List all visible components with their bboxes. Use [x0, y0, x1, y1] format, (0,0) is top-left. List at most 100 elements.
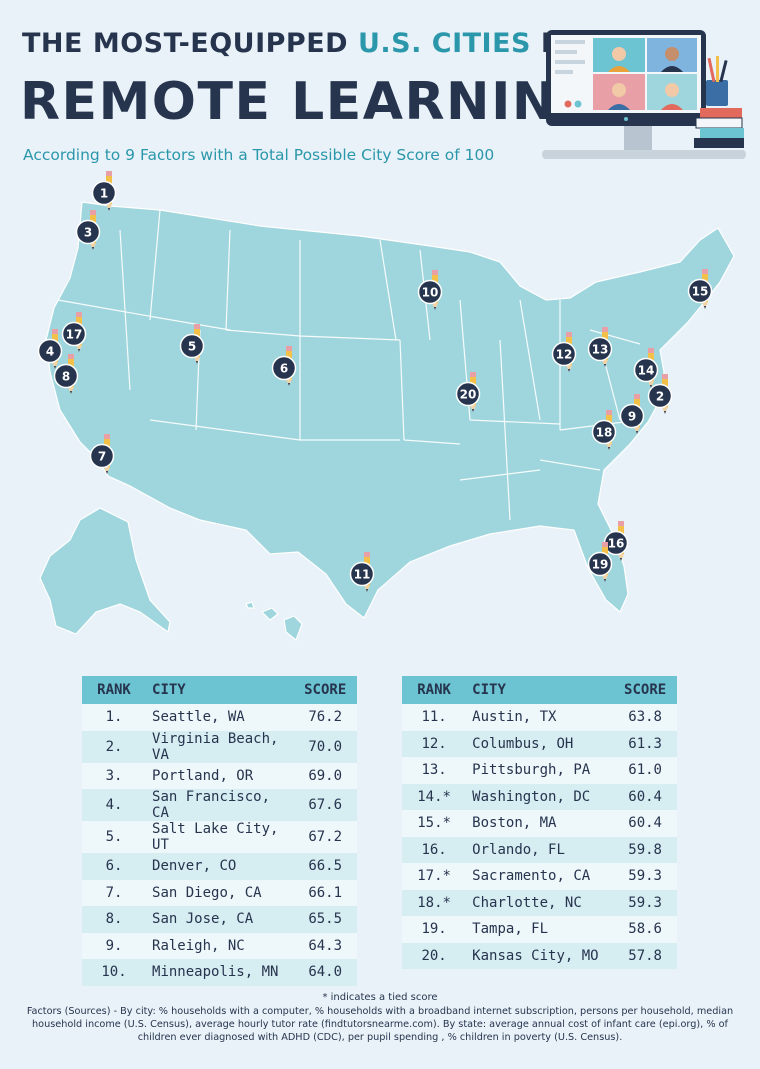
city-pin-1: 1 [91, 171, 117, 211]
table-row: 5. Salt Lake City, UT 67.2 [82, 821, 357, 853]
score-cell: 76.2 [293, 704, 357, 731]
city-pin-13: 13 [587, 327, 613, 367]
pin-label: 14 [638, 364, 655, 378]
rank-cell: 13. [402, 757, 467, 784]
header-rank: RANK [402, 676, 467, 704]
rank-cell: 4. [82, 789, 147, 821]
rank-cell: 19. [402, 916, 467, 943]
pin-badge [587, 551, 613, 577]
table-row: 9. Raleigh, NC 64.3 [82, 932, 357, 959]
score-cell: 58.6 [613, 916, 677, 943]
score-cell: 61.0 [613, 757, 677, 784]
city-cell: Orlando, FL [466, 836, 614, 863]
city-pin-11: 11 [349, 552, 375, 592]
score-cell: 64.0 [293, 959, 357, 986]
pin-label: 1 [100, 187, 108, 201]
score-cell: 67.2 [293, 821, 357, 853]
rank-cell: 8. [82, 906, 147, 933]
score-cell: 70.0 [293, 730, 357, 763]
pin-badge [349, 561, 375, 587]
pin-badge [37, 338, 63, 364]
city-cell: Charlotte, NC [466, 889, 614, 916]
city-pin-3: 3 [75, 210, 101, 250]
sources-footnote: Factors (Sources) - By city: % household… [26, 1006, 734, 1043]
rank-cell: 15.* [402, 810, 467, 837]
city-pin-12: 12 [551, 332, 577, 372]
table-row: 1. Seattle, WA 76.2 [82, 704, 357, 731]
table-row: 11. Austin, TX 63.8 [402, 704, 677, 731]
pin-badge [687, 278, 713, 304]
score-cell: 64.3 [293, 932, 357, 959]
table-row: 12. Columbus, OH 61.3 [402, 730, 677, 757]
alaska-shape [39, 507, 171, 635]
pin-badge [417, 279, 443, 305]
city-cell: Virginia Beach, VA [146, 730, 294, 763]
header-score: SCORE [613, 676, 677, 704]
pin-label: 18 [596, 426, 613, 440]
city-pin-5: 5 [179, 324, 205, 364]
score-cell: 63.8 [613, 704, 677, 731]
pin-label: 13 [592, 343, 609, 357]
score-cell: 59.3 [613, 863, 677, 890]
rank-cell: 1. [82, 704, 147, 731]
score-cell: 66.5 [293, 853, 357, 880]
score-cell: 59.3 [613, 889, 677, 916]
pin-badge [647, 383, 673, 409]
table-row: 14.* Washington, DC 60.4 [402, 783, 677, 810]
rank-cell: 17.* [402, 863, 467, 890]
pin-label: 20 [460, 388, 477, 402]
table-row: 16. Orlando, FL 59.8 [402, 836, 677, 863]
city-cell: Tampa, FL [466, 916, 614, 943]
title-part-2: U.S. CITIES [357, 28, 531, 59]
table-row: 7. San Diego, CA 66.1 [82, 879, 357, 906]
table-row: 2. Virginia Beach, VA 70.0 [82, 730, 357, 763]
header-city: CITY [146, 676, 294, 704]
city-cell: Portland, OR [146, 762, 294, 789]
rank-cell: 10. [82, 959, 147, 986]
table-row: 18.* Charlotte, NC 59.3 [402, 889, 677, 916]
subtitle: According to 9 Factors with a Total Poss… [23, 146, 495, 164]
pin-label: 12 [556, 348, 573, 362]
rank-cell: 2. [82, 730, 147, 763]
pin-label: 15 [692, 285, 709, 299]
rank-cell: 9. [82, 932, 147, 959]
pin-label: 10 [422, 286, 439, 300]
pin-badge [179, 333, 205, 359]
header-rank: RANK [82, 676, 147, 704]
table-row: 6. Denver, CO 66.5 [82, 853, 357, 880]
rank-cell: 5. [82, 821, 147, 853]
city-cell: Seattle, WA [146, 704, 294, 731]
pin-label: 3 [84, 226, 92, 240]
city-cell: San Jose, CA [146, 906, 294, 933]
score-cell: 60.4 [613, 810, 677, 837]
pin-label: 8 [62, 370, 70, 384]
rank-cell: 7. [82, 879, 147, 906]
city-pin-18: 18 [591, 410, 617, 450]
pin-label: 11 [354, 568, 371, 582]
city-pin-9: 9 [619, 394, 645, 434]
pin-badge [587, 336, 613, 362]
city-cell: Kansas City, MO [466, 942, 614, 969]
pin-badge [591, 419, 617, 445]
table-row: 8. San Jose, CA 65.5 [82, 906, 357, 933]
pin-badge [551, 341, 577, 367]
city-cell: Pittsburgh, PA [466, 757, 614, 784]
score-cell: 57.8 [613, 942, 677, 969]
rank-cell: 6. [82, 853, 147, 880]
city-cell: San Francisco, CA [146, 789, 294, 821]
score-cell: 59.8 [613, 836, 677, 863]
pin-badge [619, 403, 645, 429]
city-pin-16: 16 [603, 521, 629, 561]
table-row: 19. Tampa, FL 58.6 [402, 916, 677, 943]
city-cell: Raleigh, NC [146, 932, 294, 959]
header-score: SCORE [293, 676, 357, 704]
pin-label: 19 [592, 558, 609, 572]
city-pin-2: 2 [647, 374, 673, 414]
pin-label: 16 [608, 537, 625, 551]
pin-label: 9 [628, 410, 636, 424]
title-line-2: REMOTE LEARNING [20, 72, 602, 132]
score-cell: 61.3 [613, 730, 677, 757]
pin-label: 17 [66, 328, 83, 342]
